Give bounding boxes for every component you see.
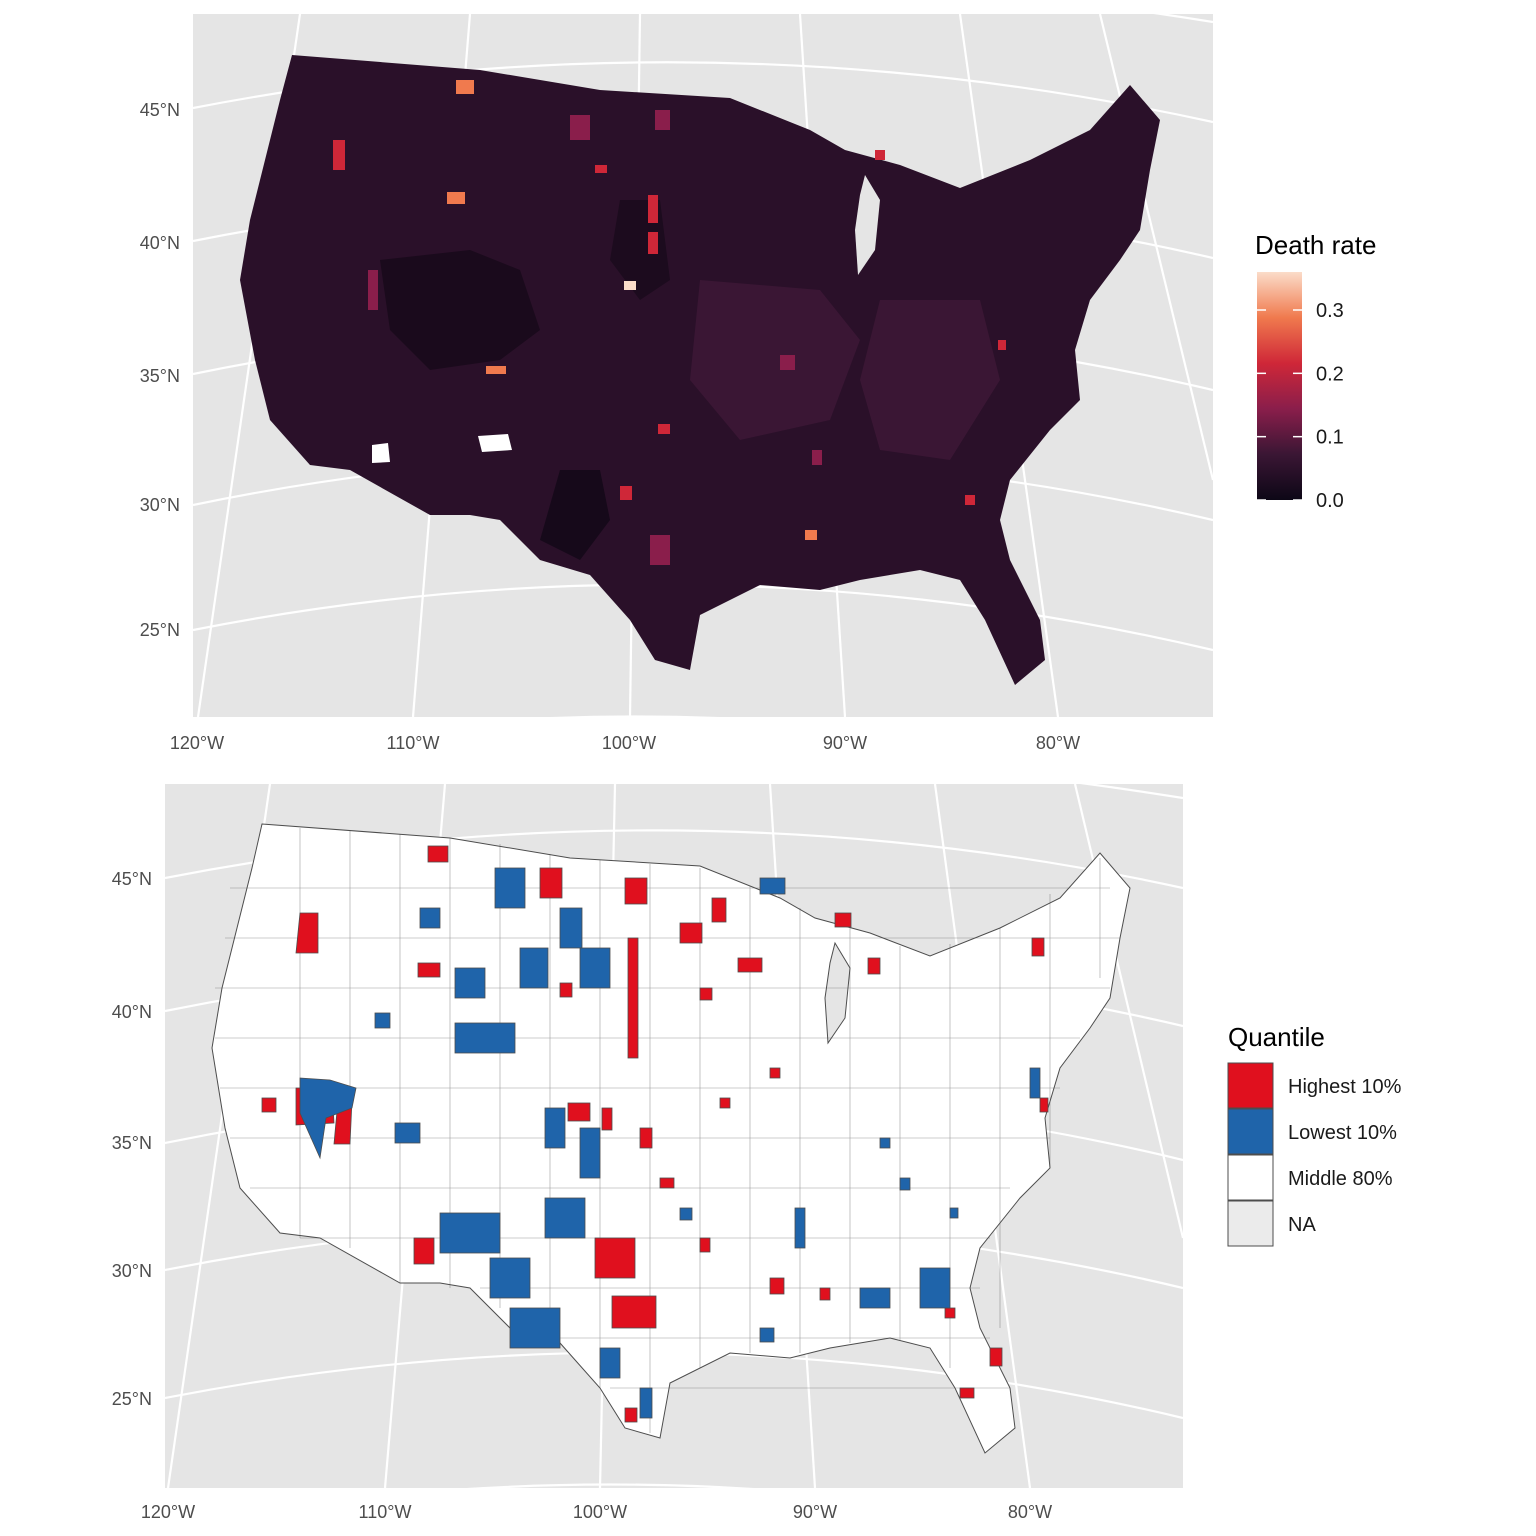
- legend-tick-label: 0.1: [1316, 427, 1344, 449]
- death-rate-choropleth: [240, 55, 1160, 685]
- lon-label-80: 80°W: [1036, 733, 1080, 753]
- lat-label-35: 35°N: [112, 1133, 152, 1153]
- quantile-map-panel: 45°N 40°N 35°N 30°N 25°N 120°W 110°W 100…: [112, 784, 1402, 1522]
- lat-label-25: 25°N: [140, 620, 180, 640]
- lat-axis: 45°N 40°N 35°N 30°N 25°N: [112, 869, 152, 1409]
- conus-shape: [211, 823, 1131, 1454]
- lat-label-25: 25°N: [112, 1389, 152, 1409]
- quantile-choropleth: [211, 823, 1131, 1454]
- legend-title: Quantile: [1228, 1022, 1325, 1052]
- lon-label-110: 110°W: [359, 1502, 412, 1522]
- lon-label-100: 100°W: [602, 733, 656, 753]
- legend-key-swatch: [1227, 1108, 1274, 1155]
- lon-label-80: 80°W: [1008, 1502, 1052, 1522]
- legend-colorbar: [1257, 272, 1302, 500]
- lon-axis: 120°W 110°W 100°W 90°W 80°W: [141, 1502, 1052, 1522]
- legend-title: Death rate: [1255, 230, 1376, 260]
- quantile-legend: Quantile Highest 10% Lowest 10% Middle 80%…: [1227, 1022, 1402, 1247]
- death-rate-map-panel: 45°N 40°N 35°N 30°N 25°N 120°W 110°W 100…: [140, 14, 1376, 753]
- lon-axis: 120°W 110°W 100°W 90°W 80°W: [170, 733, 1080, 753]
- lat-label-45: 45°N: [140, 100, 180, 120]
- lat-label-45: 45°N: [112, 869, 152, 889]
- lat-label-40: 40°N: [140, 233, 180, 253]
- lat-label-30: 30°N: [140, 495, 180, 515]
- legend-tick-label: 0.3: [1316, 300, 1344, 322]
- lat-label-40: 40°N: [112, 1002, 152, 1022]
- lon-label-120: 120°W: [170, 733, 224, 753]
- lat-axis: 45°N 40°N 35°N 30°N 25°N: [140, 100, 180, 640]
- lon-label-110: 110°W: [387, 733, 440, 753]
- legend-key-swatch: [1227, 1062, 1274, 1109]
- legend-key-swatch: [1227, 1200, 1274, 1247]
- lon-label-120: 120°W: [141, 1502, 195, 1522]
- legend-key-swatch: [1227, 1154, 1274, 1201]
- lon-label-90: 90°W: [823, 733, 867, 753]
- legend-key-label: Middle 80%: [1288, 1168, 1393, 1190]
- lon-label-100: 100°W: [573, 1502, 627, 1522]
- legend-tick-label: 0.2: [1316, 363, 1344, 385]
- lat-label-35: 35°N: [140, 366, 180, 386]
- lowest-decile-counties: [299, 867, 1041, 1419]
- highest-decile-counties: [261, 845, 1049, 1423]
- legend-key-label: Lowest 10%: [1288, 1122, 1397, 1144]
- lat-label-30: 30°N: [112, 1261, 152, 1281]
- death-rate-legend: Death rate 0.3 0.2 0.1 0.0: [1255, 230, 1376, 512]
- lon-label-90: 90°W: [793, 1502, 837, 1522]
- legend-key-label: NA: [1288, 1214, 1316, 1236]
- legend-tick-label: 0.0: [1316, 490, 1344, 512]
- legend-key-label: Highest 10%: [1288, 1076, 1402, 1098]
